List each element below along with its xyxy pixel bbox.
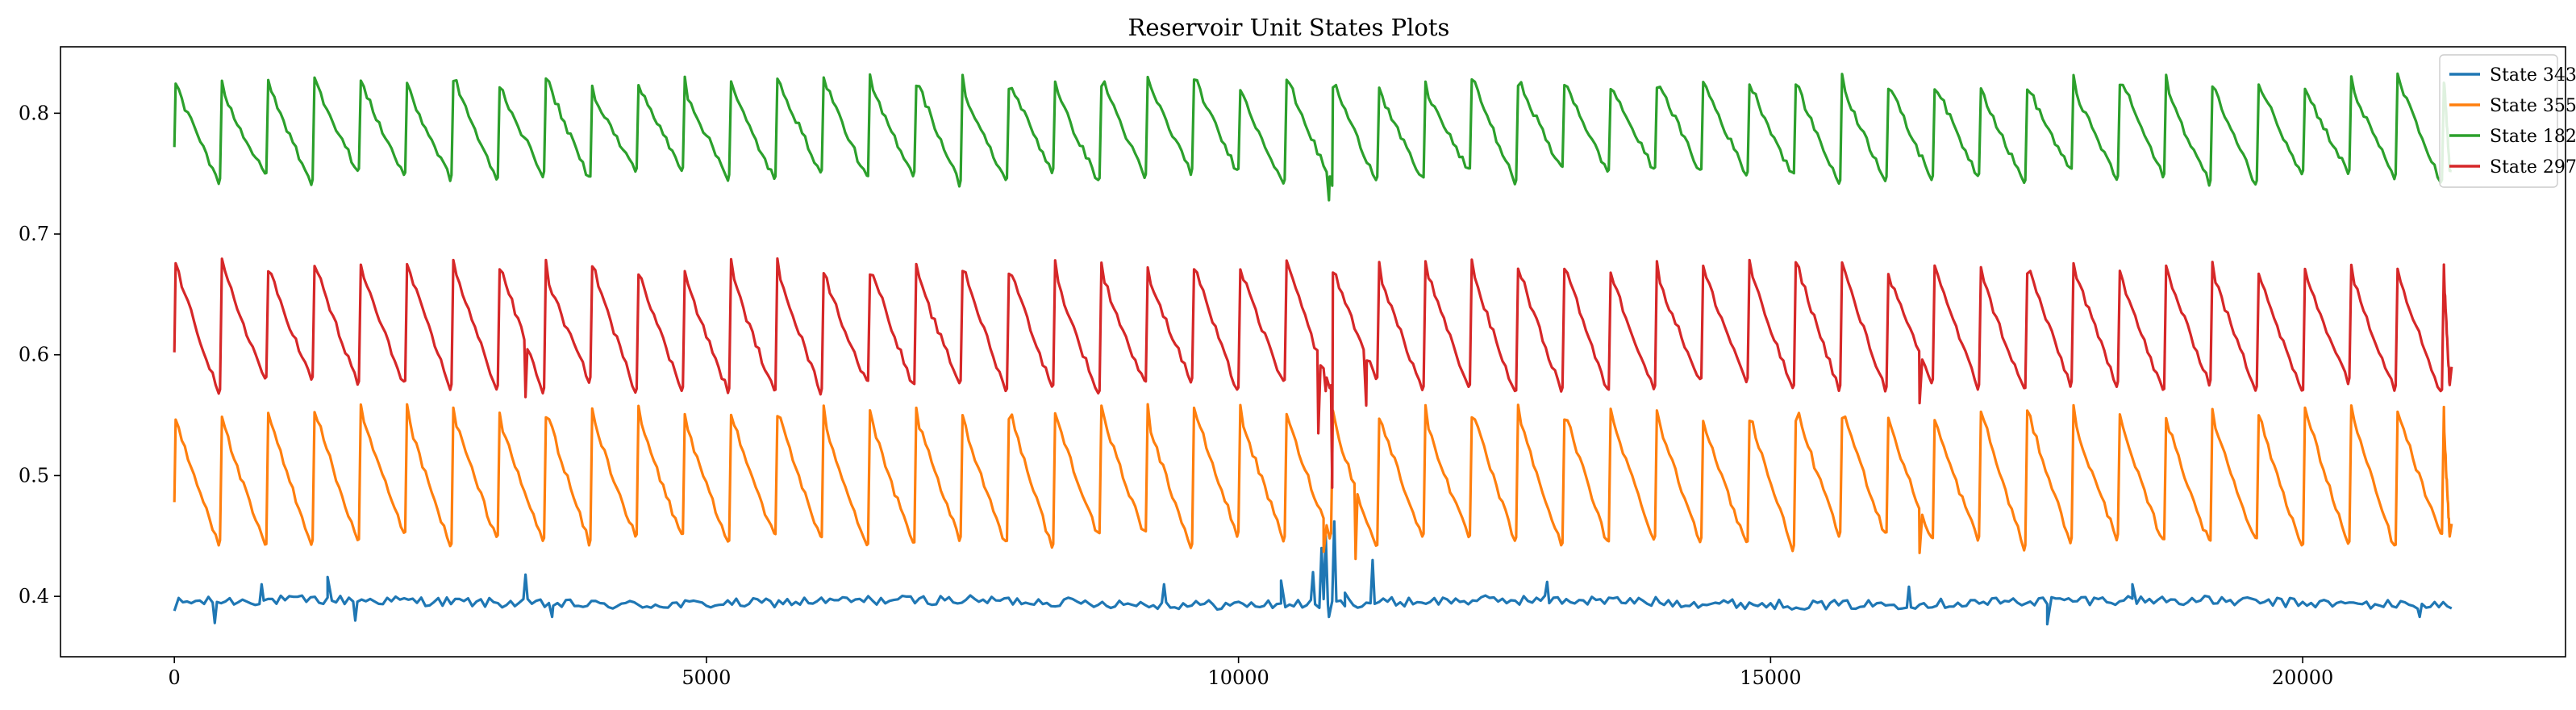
y-tick-label: 0.8 [19, 102, 49, 124]
x-axis: 0 5000 10000 15000 20000 [169, 657, 2333, 689]
series-line-2 [173, 403, 2453, 561]
y-axis: 0.4 0.5 0.6 0.7 0.8 [19, 102, 60, 608]
legend-label: State 343 [2490, 65, 2576, 86]
x-tick-label: 0 [169, 666, 181, 689]
y-tick-label: 0.6 [19, 344, 49, 366]
legend-box [2439, 54, 2558, 188]
legend-label: State 297 [2490, 157, 2576, 178]
x-tick-label: 5000 [682, 666, 731, 689]
x-tick-label: 10000 [1207, 666, 1269, 689]
series-line-1 [173, 520, 2453, 626]
legend: State 343 State 355 State 182 State 297 [2439, 54, 2576, 188]
series-line-3 [173, 72, 2453, 202]
series-line-4 [173, 257, 2453, 489]
y-tick-label: 0.4 [19, 585, 49, 608]
legend-label: State 355 [2490, 96, 2576, 116]
x-tick-label: 20000 [2272, 666, 2333, 689]
series-lines [173, 72, 2453, 626]
x-tick-label: 15000 [1740, 666, 1801, 689]
y-tick-label: 0.5 [19, 464, 49, 487]
chart-title: Reservoir Unit States Plots [1128, 14, 1450, 41]
plot-frame [60, 46, 2566, 658]
legend-label: State 182 [2490, 127, 2576, 147]
y-tick-label: 0.7 [19, 223, 49, 245]
